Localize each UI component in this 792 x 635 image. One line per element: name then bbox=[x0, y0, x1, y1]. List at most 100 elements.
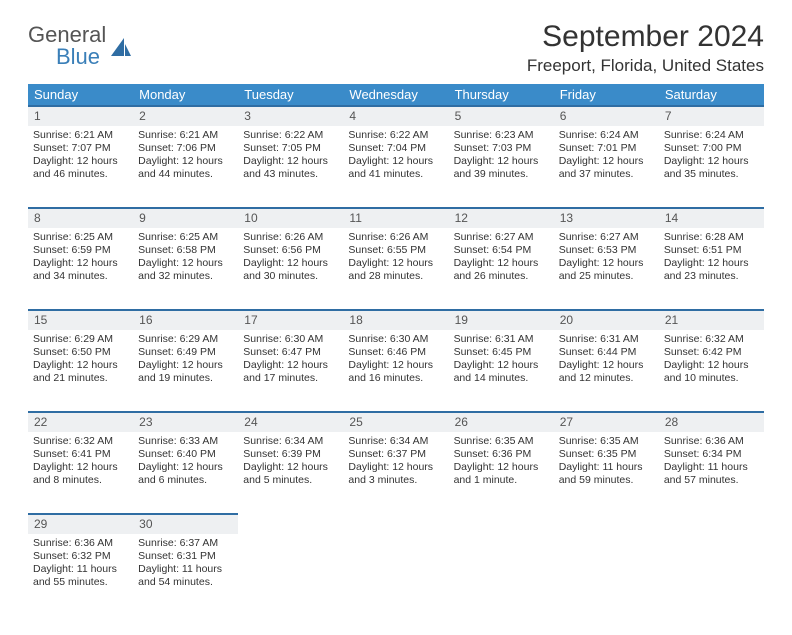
day-cell: Sunrise: 6:27 AMSunset: 6:53 PMDaylight:… bbox=[554, 228, 659, 310]
day-cell: Sunrise: 6:23 AMSunset: 7:03 PMDaylight:… bbox=[449, 126, 554, 208]
day-number bbox=[554, 514, 659, 534]
day-number: 7 bbox=[659, 106, 764, 126]
day-number: 25 bbox=[343, 412, 448, 432]
day-ss: Sunset: 6:34 PM bbox=[664, 448, 759, 461]
day-sr: Sunrise: 6:24 AM bbox=[664, 129, 759, 142]
day-number: 22 bbox=[28, 412, 133, 432]
day-d2: and 12 minutes. bbox=[559, 372, 654, 385]
day-ss: Sunset: 6:44 PM bbox=[559, 346, 654, 359]
day-number: 17 bbox=[238, 310, 343, 330]
day-d2: and 32 minutes. bbox=[138, 270, 233, 283]
day-sr: Sunrise: 6:22 AM bbox=[348, 129, 443, 142]
day-number: 10 bbox=[238, 208, 343, 228]
day-d2: and 46 minutes. bbox=[33, 168, 128, 181]
day-data-row: Sunrise: 6:32 AMSunset: 6:41 PMDaylight:… bbox=[28, 432, 764, 514]
calendar-body: 1234567Sunrise: 6:21 AMSunset: 7:07 PMDa… bbox=[28, 106, 764, 615]
day-d2: and 6 minutes. bbox=[138, 474, 233, 487]
day-cell: Sunrise: 6:22 AMSunset: 7:05 PMDaylight:… bbox=[238, 126, 343, 208]
day-number: 8 bbox=[28, 208, 133, 228]
brand-text: General Blue bbox=[28, 24, 106, 68]
day-d2: and 26 minutes. bbox=[454, 270, 549, 283]
day-ss: Sunset: 6:47 PM bbox=[243, 346, 338, 359]
day-d1: Daylight: 12 hours bbox=[243, 461, 338, 474]
day-number: 21 bbox=[659, 310, 764, 330]
day-d1: Daylight: 12 hours bbox=[138, 461, 233, 474]
day-ss: Sunset: 6:46 PM bbox=[348, 346, 443, 359]
day-cell bbox=[343, 534, 448, 615]
day-sr: Sunrise: 6:21 AM bbox=[138, 129, 233, 142]
day-cell: Sunrise: 6:32 AMSunset: 6:42 PMDaylight:… bbox=[659, 330, 764, 412]
day-number-row: 2930 bbox=[28, 514, 764, 534]
day-header: Saturday bbox=[659, 84, 764, 106]
day-number: 5 bbox=[449, 106, 554, 126]
day-d2: and 25 minutes. bbox=[559, 270, 654, 283]
day-number: 3 bbox=[238, 106, 343, 126]
day-d1: Daylight: 11 hours bbox=[664, 461, 759, 474]
day-number: 23 bbox=[133, 412, 238, 432]
day-d2: and 16 minutes. bbox=[348, 372, 443, 385]
day-ss: Sunset: 7:03 PM bbox=[454, 142, 549, 155]
day-cell: Sunrise: 6:26 AMSunset: 6:55 PMDaylight:… bbox=[343, 228, 448, 310]
day-d2: and 59 minutes. bbox=[559, 474, 654, 487]
day-header: Tuesday bbox=[238, 84, 343, 106]
day-number: 12 bbox=[449, 208, 554, 228]
day-sr: Sunrise: 6:25 AM bbox=[138, 231, 233, 244]
day-ss: Sunset: 6:53 PM bbox=[559, 244, 654, 257]
day-number: 6 bbox=[554, 106, 659, 126]
day-ss: Sunset: 6:49 PM bbox=[138, 346, 233, 359]
day-sr: Sunrise: 6:24 AM bbox=[559, 129, 654, 142]
day-d2: and 23 minutes. bbox=[664, 270, 759, 283]
day-d2: and 1 minute. bbox=[454, 474, 549, 487]
day-ss: Sunset: 6:32 PM bbox=[33, 550, 128, 563]
day-number bbox=[659, 514, 764, 534]
day-d1: Daylight: 12 hours bbox=[243, 257, 338, 270]
day-number: 1 bbox=[28, 106, 133, 126]
day-d1: Daylight: 12 hours bbox=[33, 155, 128, 168]
day-d1: Daylight: 12 hours bbox=[138, 155, 233, 168]
day-cell bbox=[554, 534, 659, 615]
day-cell: Sunrise: 6:32 AMSunset: 6:41 PMDaylight:… bbox=[28, 432, 133, 514]
day-cell: Sunrise: 6:24 AMSunset: 7:01 PMDaylight:… bbox=[554, 126, 659, 208]
day-cell bbox=[449, 534, 554, 615]
day-cell: Sunrise: 6:31 AMSunset: 6:45 PMDaylight:… bbox=[449, 330, 554, 412]
day-number-row: 15161718192021 bbox=[28, 310, 764, 330]
day-ss: Sunset: 6:31 PM bbox=[138, 550, 233, 563]
day-ss: Sunset: 6:51 PM bbox=[664, 244, 759, 257]
day-d2: and 21 minutes. bbox=[33, 372, 128, 385]
day-ss: Sunset: 7:00 PM bbox=[664, 142, 759, 155]
day-sr: Sunrise: 6:27 AM bbox=[454, 231, 549, 244]
day-header: Sunday bbox=[28, 84, 133, 106]
day-d2: and 3 minutes. bbox=[348, 474, 443, 487]
day-ss: Sunset: 6:35 PM bbox=[559, 448, 654, 461]
day-cell: Sunrise: 6:25 AMSunset: 6:58 PMDaylight:… bbox=[133, 228, 238, 310]
day-data-row: Sunrise: 6:25 AMSunset: 6:59 PMDaylight:… bbox=[28, 228, 764, 310]
day-sr: Sunrise: 6:33 AM bbox=[138, 435, 233, 448]
day-cell: Sunrise: 6:31 AMSunset: 6:44 PMDaylight:… bbox=[554, 330, 659, 412]
day-header: Friday bbox=[554, 84, 659, 106]
day-sr: Sunrise: 6:23 AM bbox=[454, 129, 549, 142]
day-number: 19 bbox=[449, 310, 554, 330]
day-cell: Sunrise: 6:36 AMSunset: 6:32 PMDaylight:… bbox=[28, 534, 133, 615]
day-number: 14 bbox=[659, 208, 764, 228]
day-d1: Daylight: 12 hours bbox=[664, 257, 759, 270]
day-sr: Sunrise: 6:35 AM bbox=[454, 435, 549, 448]
day-d1: Daylight: 12 hours bbox=[348, 359, 443, 372]
day-cell: Sunrise: 6:35 AMSunset: 6:35 PMDaylight:… bbox=[554, 432, 659, 514]
day-d1: Daylight: 12 hours bbox=[559, 359, 654, 372]
day-cell: Sunrise: 6:35 AMSunset: 6:36 PMDaylight:… bbox=[449, 432, 554, 514]
day-ss: Sunset: 7:01 PM bbox=[559, 142, 654, 155]
day-number: 18 bbox=[343, 310, 448, 330]
day-sr: Sunrise: 6:37 AM bbox=[138, 537, 233, 550]
day-cell: Sunrise: 6:29 AMSunset: 6:50 PMDaylight:… bbox=[28, 330, 133, 412]
day-cell: Sunrise: 6:30 AMSunset: 6:46 PMDaylight:… bbox=[343, 330, 448, 412]
day-d2: and 5 minutes. bbox=[243, 474, 338, 487]
calendar-table: Sunday Monday Tuesday Wednesday Thursday… bbox=[28, 84, 764, 615]
day-d2: and 44 minutes. bbox=[138, 168, 233, 181]
day-d1: Daylight: 12 hours bbox=[559, 155, 654, 168]
day-ss: Sunset: 6:37 PM bbox=[348, 448, 443, 461]
day-number bbox=[238, 514, 343, 534]
day-number: 28 bbox=[659, 412, 764, 432]
title-block: September 2024 Freeport, Florida, United… bbox=[527, 20, 764, 76]
day-d1: Daylight: 12 hours bbox=[33, 359, 128, 372]
day-ss: Sunset: 6:39 PM bbox=[243, 448, 338, 461]
